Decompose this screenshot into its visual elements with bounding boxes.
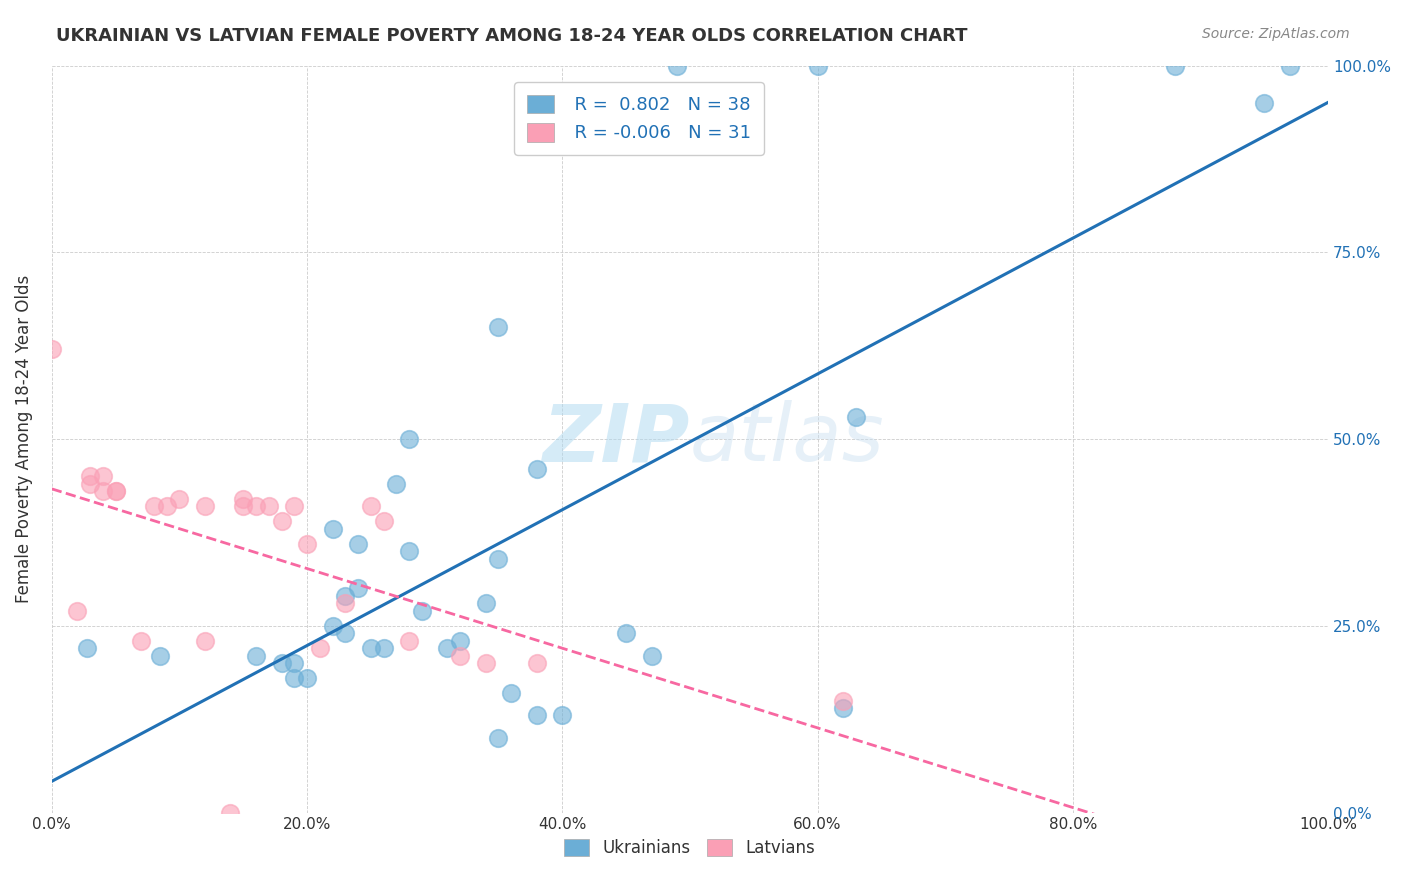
Point xyxy=(91,469,114,483)
Point xyxy=(232,491,254,506)
Point xyxy=(436,641,458,656)
Point xyxy=(488,320,510,334)
Point xyxy=(270,656,292,670)
Point xyxy=(640,648,662,663)
Point xyxy=(488,731,510,745)
Point xyxy=(551,708,574,723)
Point xyxy=(1278,59,1301,73)
Point xyxy=(360,500,382,514)
Point xyxy=(76,641,98,656)
Point xyxy=(385,476,408,491)
Point xyxy=(283,671,305,685)
Point xyxy=(806,59,828,73)
Point xyxy=(398,544,420,558)
Point xyxy=(526,708,548,723)
Text: UKRAINIAN VS LATVIAN FEMALE POVERTY AMONG 18-24 YEAR OLDS CORRELATION CHART: UKRAINIAN VS LATVIAN FEMALE POVERTY AMON… xyxy=(56,27,967,45)
Point xyxy=(270,514,292,528)
Point xyxy=(104,484,127,499)
Point xyxy=(322,619,344,633)
Point xyxy=(308,641,330,656)
Point xyxy=(91,484,114,499)
Point xyxy=(398,633,420,648)
Point xyxy=(245,648,267,663)
Point xyxy=(347,582,370,596)
Point xyxy=(666,59,689,73)
Point xyxy=(832,701,855,715)
Point xyxy=(488,551,510,566)
Point xyxy=(1253,95,1275,110)
Point xyxy=(335,589,357,603)
Point xyxy=(232,500,254,514)
Point xyxy=(41,343,63,357)
Point xyxy=(1164,59,1187,73)
Point xyxy=(66,604,89,618)
Point xyxy=(474,596,496,610)
Point xyxy=(257,500,280,514)
Point xyxy=(169,491,191,506)
Point xyxy=(194,500,217,514)
Point xyxy=(79,469,101,483)
Point xyxy=(614,626,637,640)
Point xyxy=(295,536,318,550)
Point xyxy=(283,656,305,670)
Point xyxy=(449,648,471,663)
Point xyxy=(142,500,165,514)
Point xyxy=(322,522,344,536)
Point xyxy=(79,476,101,491)
Legend: Ukrainians, Latvians: Ukrainians, Latvians xyxy=(558,832,823,864)
Point xyxy=(832,693,855,707)
Point xyxy=(335,626,357,640)
Point xyxy=(219,805,242,820)
Point xyxy=(156,500,179,514)
Point xyxy=(335,596,357,610)
Point xyxy=(245,500,267,514)
Point xyxy=(398,432,420,446)
Y-axis label: Female Poverty Among 18-24 Year Olds: Female Poverty Among 18-24 Year Olds xyxy=(15,275,32,603)
Point xyxy=(373,641,395,656)
Point xyxy=(283,500,305,514)
Point xyxy=(501,686,523,700)
Text: atlas: atlas xyxy=(690,401,884,478)
Point xyxy=(474,656,496,670)
Point xyxy=(373,514,395,528)
Point xyxy=(347,536,370,550)
Point xyxy=(295,671,318,685)
Point xyxy=(104,484,127,499)
Point xyxy=(449,633,471,648)
Point xyxy=(149,648,172,663)
Point xyxy=(129,633,152,648)
Point xyxy=(194,633,217,648)
Text: ZIP: ZIP xyxy=(543,401,690,478)
Point xyxy=(526,462,548,476)
Point xyxy=(845,409,868,424)
Point xyxy=(360,641,382,656)
Point xyxy=(526,656,548,670)
Text: Source: ZipAtlas.com: Source: ZipAtlas.com xyxy=(1202,27,1350,41)
Point xyxy=(411,604,433,618)
